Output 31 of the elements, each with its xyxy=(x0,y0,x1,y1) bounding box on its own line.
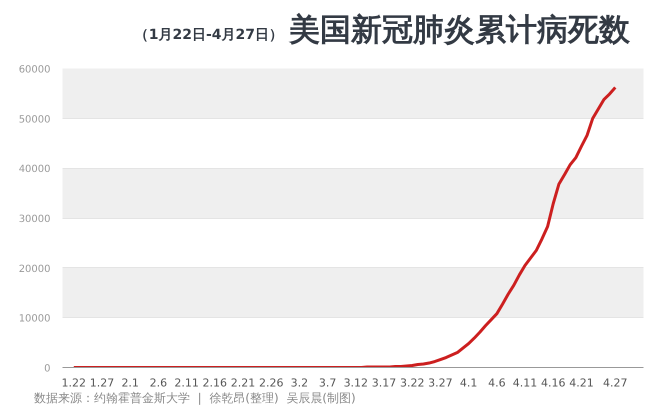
line-series xyxy=(72,86,617,368)
x-tick-label: 4.27 xyxy=(603,376,628,390)
x-tick-label: 3.17 xyxy=(372,376,396,390)
x-tick-label: 2.1 xyxy=(121,376,139,390)
y-tick-label: 30000 xyxy=(18,214,50,225)
chart-subtitle: （1月22日-4月27日） xyxy=(134,26,283,45)
x-tick-label: 2.6 xyxy=(150,376,168,390)
x-tick-label: 4.6 xyxy=(488,376,506,390)
x-tick-label: 1.27 xyxy=(90,376,114,390)
y-tick-label: 0 xyxy=(44,364,51,374)
x-tick-label: 1.22 xyxy=(62,376,86,390)
x-tick-label: 2.11 xyxy=(174,376,199,390)
x-tick-label: 2.26 xyxy=(258,376,284,390)
source-note: 数据来源：约翰霍普金斯大学 | 徐乾昂(整理) 吴辰晨(制图) xyxy=(34,390,356,407)
x-tick-label: 4.11 xyxy=(512,376,538,390)
y-tick-label: 60000 xyxy=(18,64,50,76)
x-tick-label: 2.16 xyxy=(202,376,228,390)
y-tick-label: 50000 xyxy=(18,114,50,126)
x-tick-label: 2.21 xyxy=(230,376,256,390)
x-tick-label: 3.27 xyxy=(428,376,453,390)
x-tick-label: 3.12 xyxy=(344,376,368,390)
y-tick-label: 20000 xyxy=(18,264,50,275)
x-tick-label: 3.2 xyxy=(290,376,308,390)
y-tick-label: 10000 xyxy=(18,314,50,325)
x-tick-label: 3.7 xyxy=(318,376,336,390)
x-tick-label: 4.16 xyxy=(541,376,566,390)
x-tick-label: 4.1 xyxy=(460,376,478,390)
x-tick-label: 3.22 xyxy=(400,376,424,390)
chart-title: 美国新冠肺炎累计病死数 xyxy=(289,10,630,50)
y-tick-label: 40000 xyxy=(18,164,50,176)
x-tick-label: 4.21 xyxy=(569,376,594,390)
